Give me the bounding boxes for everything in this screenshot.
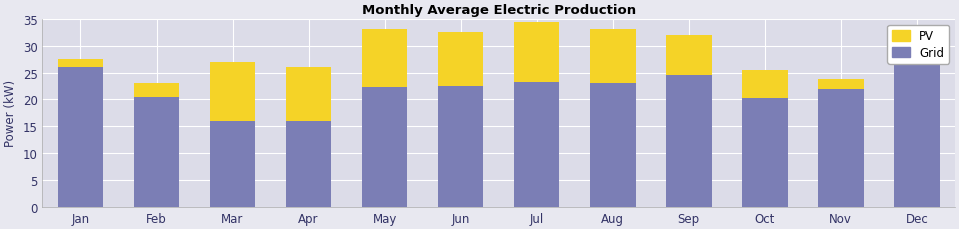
- Bar: [666, 36, 712, 76]
- Bar: [894, 28, 940, 30]
- Legend: PV, Grid: PV, Grid: [887, 25, 949, 64]
- Bar: [438, 87, 483, 207]
- Bar: [286, 68, 332, 121]
- Bar: [133, 97, 179, 207]
- Bar: [818, 89, 864, 207]
- Bar: [514, 23, 559, 82]
- Bar: [58, 68, 104, 207]
- Bar: [894, 30, 940, 207]
- Bar: [742, 98, 787, 207]
- Bar: [514, 82, 559, 207]
- Bar: [210, 121, 255, 207]
- Bar: [742, 71, 787, 98]
- Bar: [210, 63, 255, 121]
- Bar: [58, 60, 104, 68]
- Bar: [590, 30, 636, 84]
- Bar: [362, 30, 408, 88]
- Y-axis label: Power (kW): Power (kW): [4, 80, 17, 147]
- Bar: [362, 88, 408, 207]
- Bar: [666, 76, 712, 207]
- Title: Monthly Average Electric Production: Monthly Average Electric Production: [362, 4, 636, 17]
- Bar: [590, 84, 636, 207]
- Bar: [818, 80, 864, 89]
- Bar: [438, 33, 483, 87]
- Bar: [286, 121, 332, 207]
- Bar: [133, 84, 179, 97]
